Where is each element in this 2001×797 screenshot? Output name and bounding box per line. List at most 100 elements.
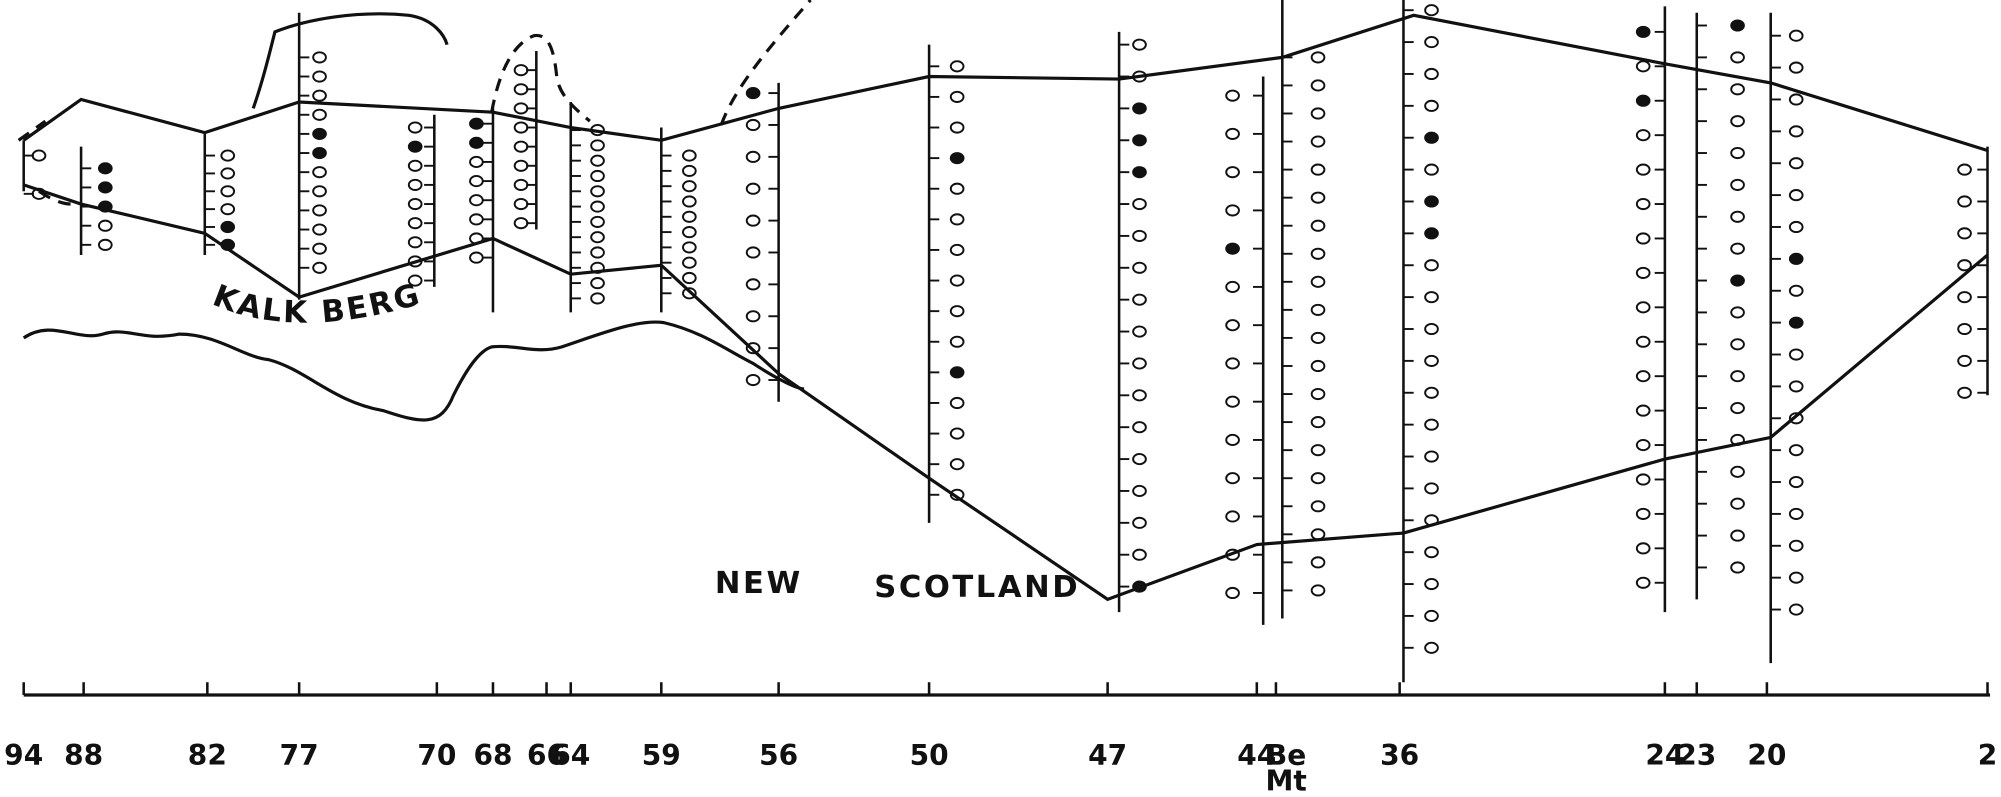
sample-open: [515, 65, 528, 75]
sample-open: [313, 167, 326, 177]
sample-open: [1312, 136, 1325, 146]
sample-open: [470, 157, 483, 167]
sample-open: [591, 278, 604, 288]
sample-open: [951, 275, 964, 285]
sample-open: [1637, 578, 1650, 588]
sample-open: [1425, 579, 1438, 589]
sample-open: [1312, 473, 1325, 483]
sample-open: [747, 152, 760, 162]
sample-open: [1790, 381, 1803, 391]
sample-open: [313, 205, 326, 215]
sample-open: [1790, 190, 1803, 200]
surface-profile: [24, 322, 804, 420]
sample-open: [470, 252, 483, 262]
sample-open: [1312, 361, 1325, 371]
sample-open: [1731, 371, 1744, 381]
sample-open: [1790, 604, 1803, 614]
sample-open: [951, 306, 964, 316]
sample-filled: [409, 142, 422, 152]
sample-open: [1637, 406, 1650, 416]
sample-open: [470, 176, 483, 186]
sample-open: [1226, 129, 1239, 139]
sample-open: [951, 92, 964, 102]
sample-open: [409, 237, 422, 247]
sample-open: [591, 186, 604, 196]
sample-open: [313, 224, 326, 234]
sample-open: [1133, 40, 1146, 50]
sample-open: [1637, 130, 1650, 140]
sample-open: [683, 212, 696, 222]
sample-open: [1731, 148, 1744, 158]
section-label: 2: [1978, 739, 1998, 772]
sample-open: [1958, 356, 1971, 366]
sample-open: [1312, 305, 1325, 315]
sample-open: [1731, 339, 1744, 349]
sample-open: [1958, 260, 1971, 270]
correlation-diagram: KALK BERG NEW SCOTLAND 94888277706866645…: [0, 0, 2001, 797]
sample-open: [1226, 282, 1239, 292]
sample-open: [1425, 547, 1438, 557]
sample-open: [951, 398, 964, 408]
sample-open: [1731, 84, 1744, 94]
sample-open: [683, 227, 696, 237]
sample-open: [747, 279, 760, 289]
sample-open: [313, 71, 326, 81]
lower-boundary: [24, 185, 1988, 599]
sample-open: [1312, 417, 1325, 427]
sample-open: [221, 168, 234, 178]
sample-open: [1958, 165, 1971, 175]
sample-open: [951, 61, 964, 71]
sample-open: [1133, 326, 1146, 336]
sample-open: [1425, 420, 1438, 430]
sample-open: [313, 263, 326, 273]
sample-open: [1133, 550, 1146, 560]
sample-open: [409, 199, 422, 209]
sample-open: [1425, 388, 1438, 398]
sample-open: [1133, 295, 1146, 305]
sample-filled: [99, 163, 112, 173]
sample-open: [591, 156, 604, 166]
sample-open: [1133, 454, 1146, 464]
sample-open: [951, 214, 964, 224]
sample-open: [1637, 302, 1650, 312]
sample-open: [1312, 333, 1325, 343]
formation-label-path: KALK BERG: [208, 277, 425, 331]
section-labels: 94888277706866645956504744BeMt362423202: [4, 682, 1997, 797]
sample-open: [515, 218, 528, 228]
sample-open: [1312, 221, 1325, 231]
sample-open: [470, 214, 483, 224]
sample-filled: [747, 88, 760, 98]
section-label: 56: [759, 739, 798, 772]
sample-open: [1312, 193, 1325, 203]
sample-open: [1312, 557, 1325, 567]
sample-filled: [470, 138, 483, 148]
sample-open: [1312, 249, 1325, 259]
sample-open: [313, 244, 326, 254]
sample-filled: [1637, 96, 1650, 106]
sample-open: [1133, 518, 1146, 528]
section-label: 23: [1677, 739, 1716, 772]
section-label: 88: [64, 739, 103, 772]
sample-open: [221, 186, 234, 196]
sample-open: [1226, 320, 1239, 330]
sample-open: [591, 217, 604, 227]
sample-open: [1133, 231, 1146, 241]
sample-open: [1226, 435, 1239, 445]
sample-filled: [1425, 133, 1438, 143]
section-label: Mt: [1265, 765, 1306, 797]
sample-open: [1133, 358, 1146, 368]
sample-open: [1312, 585, 1325, 595]
sample-open: [1425, 37, 1438, 47]
sample-open: [1637, 165, 1650, 175]
sample-open: [1133, 199, 1146, 209]
surface-profile-top: [253, 14, 447, 109]
formation-label: SCOTLAND: [874, 570, 1080, 605]
sample-open: [683, 242, 696, 252]
sample-open: [1133, 422, 1146, 432]
sample-filled: [1425, 228, 1438, 238]
sample-open: [1637, 474, 1650, 484]
sample-open: [1425, 101, 1438, 111]
sample-open: [1425, 643, 1438, 653]
sample-open: [683, 273, 696, 283]
section-label: 36: [1380, 739, 1419, 772]
